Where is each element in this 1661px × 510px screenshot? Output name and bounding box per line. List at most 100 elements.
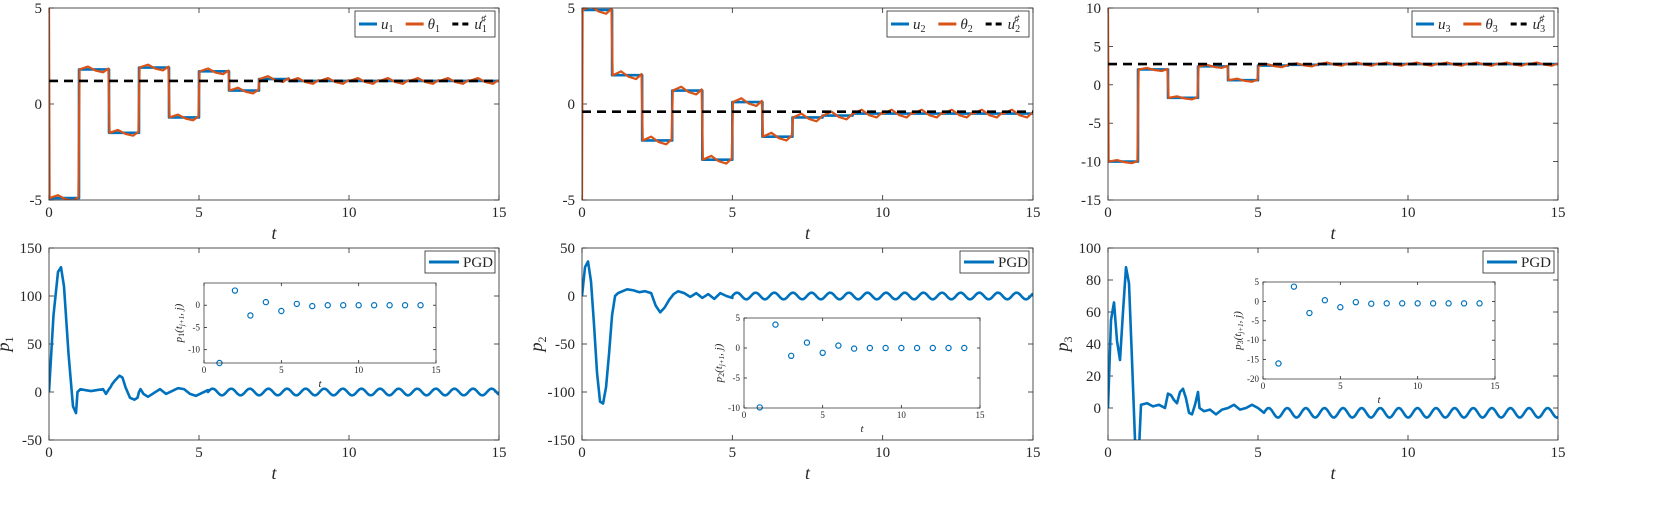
y-tick-label: 100 — [1079, 241, 1102, 257]
inset-marker — [293, 300, 300, 308]
legend-label-sub: 2 — [1015, 24, 1020, 35]
y-tick-label: 5 — [1094, 39, 1102, 55]
y-tick-label: 0 — [1094, 401, 1102, 417]
x-tick-label: 0 — [1104, 205, 1112, 221]
x-tick-label: 10 — [1401, 445, 1416, 461]
inset-marker — [945, 344, 952, 352]
x-tick-label: 5 — [729, 205, 737, 221]
inset-panel: 0 5 10 15 -20 -15 -10 -5 0 5 t p3(tj+1, j) — [1232, 277, 1500, 406]
y-tick-label: -10 — [728, 403, 740, 413]
x-tick-label: 15 — [492, 445, 507, 461]
x-tick-label: 0 — [578, 445, 586, 461]
axes-frame — [581, 7, 1034, 201]
legend-label-sub: 3 — [1493, 24, 1498, 35]
legend-label-text: u — [474, 17, 482, 33]
inset-marker — [929, 344, 937, 352]
legend-label-text: u — [1438, 17, 1446, 33]
legend-box — [959, 250, 1030, 274]
legend-item: u2♯ — [985, 14, 1020, 35]
x-tick-label: 5 — [729, 445, 737, 461]
x-tick-label: 5 — [279, 365, 284, 375]
x-tick-label: 5 — [1338, 381, 1343, 391]
series-group — [1108, 265, 1558, 440]
axes-frame — [1107, 7, 1559, 201]
x-axis-label: t — [805, 223, 811, 243]
y-label-args-end: , j) — [1232, 311, 1244, 324]
y-label-args-end: , j) — [713, 343, 725, 356]
y-tick-label: -5 — [1089, 116, 1102, 132]
legend-label-text: θ — [1485, 17, 1493, 33]
x-tick-label: 10 — [1401, 205, 1416, 221]
legend-label: u2 — [913, 17, 926, 35]
inset-x-axis-label: t — [860, 423, 864, 435]
y-label-main: p — [526, 343, 546, 354]
inset-marker — [247, 312, 254, 319]
legend-label-text: u — [1533, 17, 1541, 33]
x-tick-label: 10 — [342, 445, 357, 461]
y-tick-label: 5 — [736, 313, 741, 323]
inset-frame — [1262, 281, 1496, 380]
y-tick-label: 50 — [27, 337, 42, 353]
x-tick-label: 10 — [342, 205, 357, 221]
x-tick-label: 5 — [1254, 445, 1262, 461]
legend-box — [424, 250, 496, 274]
legend-label: u1♯ — [474, 14, 487, 35]
inset-marker — [324, 302, 331, 309]
inset-marker — [309, 302, 316, 310]
inset-marker — [866, 344, 874, 352]
legend-label-text: u — [913, 17, 921, 33]
inset-marker — [819, 349, 826, 356]
y-label-sub: 3 — [1236, 340, 1245, 344]
inset-marker — [231, 287, 239, 294]
x-axis-label: t — [805, 463, 811, 483]
y-tick-label: -20 — [1247, 374, 1259, 384]
inset-marker — [278, 307, 285, 315]
legend-label-sub: 2 — [968, 24, 973, 35]
y-tick-label: 0 — [568, 97, 576, 113]
x-tick-label: 0 — [202, 365, 207, 375]
series-line-θ3 — [1108, 8, 1558, 165]
x-tick-label: 0 — [1104, 445, 1112, 461]
inset-x-axis-label: t — [1377, 394, 1381, 406]
inset-marker — [1368, 300, 1375, 307]
x-tick-label: 10 — [1413, 381, 1423, 391]
inset-marker — [1321, 297, 1329, 304]
x-tick-label: 0 — [45, 205, 53, 221]
legend-box — [886, 10, 1030, 38]
plot-area — [49, 8, 499, 200]
legend-label: PGD — [1521, 255, 1551, 271]
inset-marker — [882, 344, 889, 352]
axes-frame — [48, 247, 500, 441]
inset-marker — [417, 302, 424, 309]
legend-label: θ3 — [1485, 17, 1497, 35]
y-tick-label: 5 — [568, 1, 576, 17]
inset-marker — [1290, 283, 1298, 290]
legend-label-text: PGD — [1521, 255, 1551, 271]
x-tick-label: 15 — [976, 410, 986, 420]
inset-panel: 0 5 10 15 -10 -5 0 5 t p2(tj+1, j) — [713, 313, 985, 435]
legend-box — [354, 10, 496, 38]
inset-marker — [1337, 304, 1344, 311]
legend-item: u1 — [359, 17, 394, 35]
y-tick-label: 80 — [1086, 273, 1101, 289]
y-tick-label: -150 — [548, 433, 576, 449]
legend-label-sup: ♯ — [1538, 14, 1545, 25]
legend-item: PGD — [964, 255, 1028, 271]
inset-frame — [743, 317, 981, 409]
legend-item: PGD — [1487, 255, 1551, 271]
series-group — [49, 8, 499, 200]
x-axis-label: t — [271, 463, 277, 483]
y-label-main: p — [1232, 344, 1244, 351]
panel-4: 051015-50050100150tp1PGD051015-10-50tp1(… — [0, 241, 507, 483]
inset-marker — [262, 298, 270, 306]
x-tick-label: 15 — [1551, 445, 1566, 461]
y-tick-label: 50 — [560, 241, 575, 257]
x-axis-label: t — [1330, 223, 1336, 243]
x-tick-label: 15 — [1551, 205, 1566, 221]
legend-item: PGD — [429, 255, 493, 271]
y-label-args: (t — [1232, 333, 1244, 341]
